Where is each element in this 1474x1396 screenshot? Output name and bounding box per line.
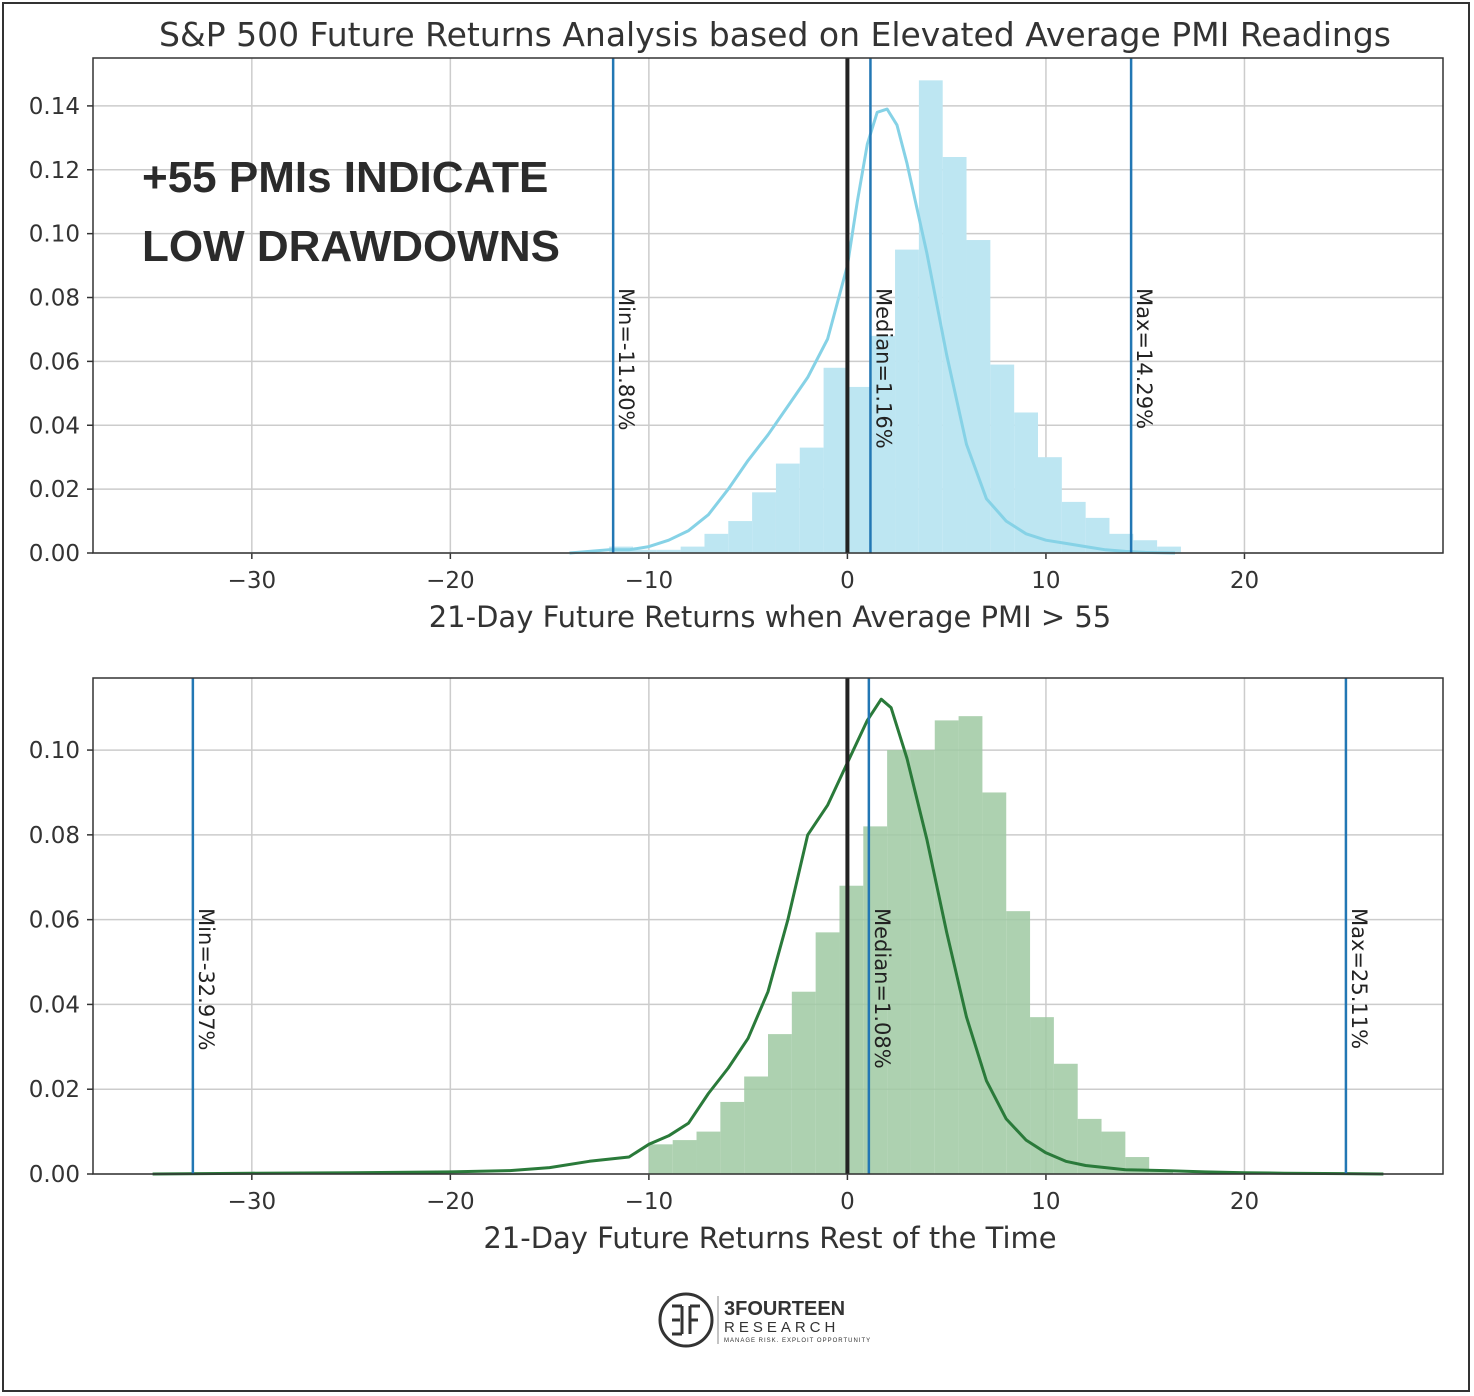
x-axis-label: 21-Day Future Returns Rest of the Time [483,1221,1056,1255]
x-tick-label: 20 [1230,568,1259,594]
kde-line [152,697,1384,1176]
callout-line-2: LOW DRAWDOWNS [142,222,560,271]
x-tick-label: 0 [840,1189,855,1215]
x-tick-label: −20 [426,1189,475,1215]
stat-label: Median=1.16% [871,288,895,449]
x-tick-label: −10 [625,568,674,594]
histogram-bar [1061,501,1086,553]
logo-tagline: MANAGE RISK. EXPLOIT OPPORTUNITY [724,1338,871,1344]
y-tick-label: 0.08 [29,286,80,312]
y-tick-label: 0.02 [29,477,80,503]
y-tick-label: 0.10 [29,738,80,764]
histogram-bar [1101,1131,1126,1174]
histogram-bar [815,932,840,1174]
y-tick-label: 0.02 [29,1077,80,1103]
y-tick-label: 0.06 [29,349,80,375]
x-tick-label: 10 [1031,1189,1060,1215]
histogram-bar [768,1034,792,1174]
y-tick-label: 0.08 [29,823,80,849]
stat-label: Min=-11.80% [614,288,638,431]
histogram-bar [775,463,800,553]
histogram-bar [1157,546,1181,553]
histogram-bar [942,157,967,553]
histogram-bar [704,533,729,553]
histogram-bar [871,335,896,553]
x-tick-label: 20 [1230,1189,1259,1215]
histogram-bar [672,1140,697,1174]
x-tick-label: −30 [228,568,277,594]
plot-border [92,677,1444,1175]
histogram-bar [895,249,919,553]
company-logo: 3FOURTEEN RESEARCH MANAGE RISK. EXPLOIT … [658,1292,871,1348]
histogram-bar [720,1101,745,1174]
stat-label: Median=1.08% [870,908,894,1069]
top-panel: −30 −20 −10 0 10 20 0.00 0.02 0.04 0.06 0.08 0.10 0.… [29,57,1444,634]
histogram-bar [934,720,959,1174]
histogram-bar [744,1076,768,1174]
x-axis-label: 21-Day Future Returns when Average PMI >… [429,600,1112,634]
histogram-bar [966,240,991,553]
y-tick-label: 0.10 [29,222,80,248]
histogram-bar [918,80,943,554]
histogram-bar [910,750,935,1174]
histogram-bar [791,991,816,1174]
x-tick-label: −10 [625,1189,674,1215]
y-tick-label: 0.00 [29,541,80,567]
y-tick-label: 0.04 [29,992,80,1018]
histogram-bar [958,716,983,1174]
stat-label: Max=25.11% [1347,908,1371,1049]
kde-line [569,107,1176,555]
histogram-bar [752,492,776,553]
x-tick-label: 10 [1031,568,1060,594]
histogram-bar [648,1144,673,1174]
histogram-bar [1133,540,1158,553]
y-tick-label: 0.14 [29,94,80,120]
logo-sub-text: RESEARCH [724,1319,839,1336]
histogram-bar [887,750,911,1174]
histogram-bar [839,885,864,1174]
histogram-bar [656,549,681,553]
histogram-bar [823,367,848,553]
callout-line-1: +55 PMIs INDICATE [142,153,548,202]
histogram-bar [1085,517,1110,553]
histogram-bar [982,792,1007,1174]
histogram-bar [696,1131,721,1174]
histogram-bar [1109,533,1134,553]
y-tick-label: 0.04 [29,413,80,439]
histogram-bar [1077,1118,1102,1174]
x-tick-label: −30 [228,1189,277,1215]
histogram-bar [990,364,1015,553]
histogram-bar [1014,412,1038,553]
y-tick-label: 0.12 [29,158,80,184]
logo-main-text: 3FOURTEEN [724,1298,845,1320]
y-tick-label: 0.06 [29,908,80,934]
stat-label: Min=-32.97% [194,908,218,1051]
plot-border [92,57,1444,554]
histogram-bar [633,549,657,553]
histogram-bar [1038,457,1062,553]
histogram-bar [1030,1017,1054,1174]
bottom-panel: −30 −20 −10 0 10 20 0.00 0.02 0.04 0.06 0.08 0.10 Mi… [29,677,1444,1255]
histogram-bar [1006,911,1031,1174]
y-tick-label: 0.00 [29,1162,80,1188]
histogram-bar [1053,1063,1078,1174]
histogram-bar [847,386,872,553]
logo-mark-icon [658,1292,714,1348]
histogram-bar [680,546,705,553]
stat-label: Max=14.29% [1132,288,1156,429]
x-tick-label: 0 [840,568,855,594]
histogram-bar [728,521,753,553]
chart-title: S&P 500 Future Returns Analysis based on… [159,15,1391,54]
histogram-bar [799,447,824,553]
x-tick-label: −20 [426,568,475,594]
